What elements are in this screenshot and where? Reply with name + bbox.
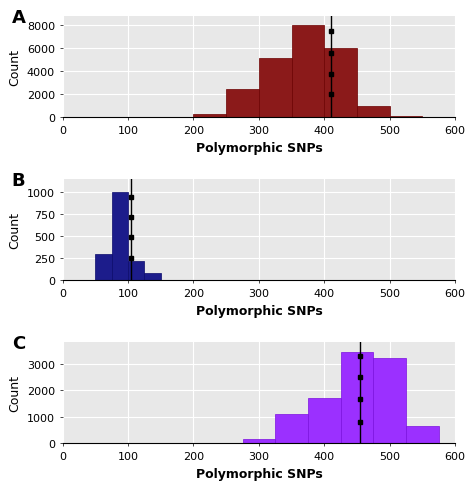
Bar [341,352,374,444]
Bar [259,59,292,118]
Bar [292,26,324,118]
Y-axis label: Count: Count [9,49,21,86]
Bar [95,255,112,281]
Bar [112,193,128,281]
Bar [308,398,341,444]
Bar [324,49,357,118]
Bar [374,359,406,444]
Bar [406,427,439,444]
Y-axis label: Count: Count [9,212,21,249]
Bar [145,274,161,281]
X-axis label: Polymorphic SNPs: Polymorphic SNPs [196,467,322,480]
Bar [226,89,259,118]
Bar [275,414,308,444]
Bar [128,262,145,281]
Bar [390,117,422,118]
Bar [243,440,275,444]
Y-axis label: Count: Count [9,375,21,411]
Text: A: A [12,9,26,27]
Text: B: B [12,172,25,190]
Bar [193,115,226,118]
Text: C: C [12,334,25,352]
Bar [357,107,390,118]
X-axis label: Polymorphic SNPs: Polymorphic SNPs [196,304,322,317]
X-axis label: Polymorphic SNPs: Polymorphic SNPs [196,142,322,154]
